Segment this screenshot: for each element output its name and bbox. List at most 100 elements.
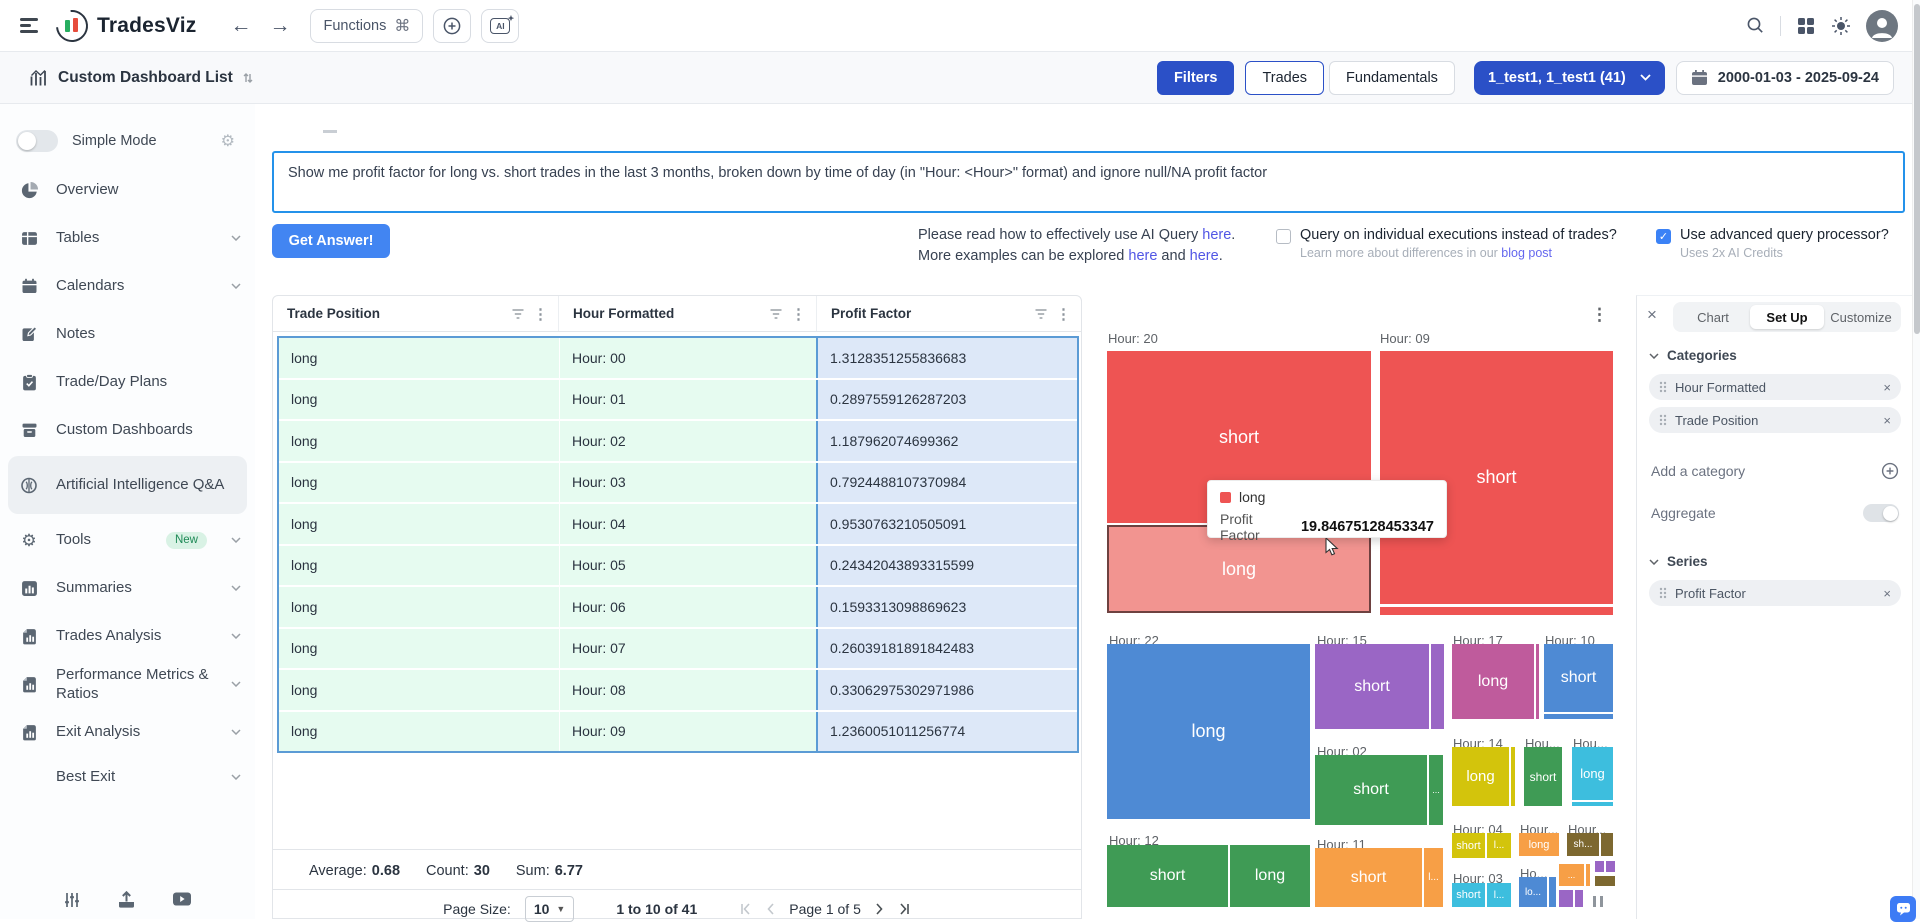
treemap-tile[interactable]: [1549, 877, 1556, 907]
cell-hour-formatted[interactable]: Hour: 03: [560, 462, 816, 502]
treemap-tile[interactable]: [1600, 896, 1603, 907]
drag-handle-icon[interactable]: [1659, 414, 1667, 426]
treemap-tile[interactable]: [1593, 896, 1596, 907]
series-pill-profit-factor[interactable]: Profit Factor ×: [1649, 580, 1901, 606]
aggregate-toggle[interactable]: [1863, 504, 1899, 522]
sidebar-item-overview[interactable]: Overview: [0, 166, 255, 214]
ai-query-input[interactable]: Show me profit factor for long vs. short…: [272, 151, 1905, 213]
cell-trade-position[interactable]: long: [279, 462, 560, 502]
cell-trade-position[interactable]: long: [279, 379, 560, 419]
search-icon[interactable]: [1746, 16, 1765, 35]
treemap-tile[interactable]: [1606, 861, 1615, 872]
treemap-tile[interactable]: short: [1544, 644, 1613, 712]
cell-profit-factor[interactable]: 1.2360051011256774: [816, 711, 1077, 751]
functions-button[interactable]: Functions ⌘: [310, 8, 424, 43]
treemap-chart[interactable]: long Profit Factor 19.84675128453347 Hour…: [1103, 330, 1618, 915]
examples-link-1[interactable]: here: [1128, 248, 1158, 264]
cell-profit-factor[interactable]: 0.2897559126287203: [816, 379, 1077, 419]
cell-hour-formatted[interactable]: Hour: 01: [560, 379, 816, 419]
sidebar-item-ai-qa[interactable]: Artificial Intelligence Q&A: [8, 456, 247, 514]
treemap-tile[interactable]: short: [1452, 833, 1485, 858]
back-arrow-icon[interactable]: ←: [230, 14, 252, 37]
sliders-icon[interactable]: [63, 891, 81, 909]
executions-checkbox[interactable]: [1276, 229, 1291, 244]
column-menu-kebab-icon[interactable]: ⋮: [1056, 305, 1071, 323]
apps-grid-icon[interactable]: [1796, 16, 1816, 36]
ai-chat-button[interactable]: AI ✦: [481, 8, 520, 43]
treemap-tile[interactable]: [1559, 890, 1573, 907]
treemap-tile[interactable]: ...: [1559, 864, 1584, 886]
filter-funnel-icon[interactable]: [511, 308, 525, 320]
table-row[interactable]: long Hour: 00 1.3128351255836683: [279, 338, 1077, 378]
advanced-query-checkbox[interactable]: ✓: [1656, 229, 1671, 244]
table-row[interactable]: long Hour: 01 0.2897559126287203: [279, 379, 1077, 419]
chart-menu-kebab-icon[interactable]: ⋮: [1591, 305, 1608, 324]
upload-icon[interactable]: [117, 891, 136, 909]
cell-trade-position[interactable]: long: [279, 338, 560, 378]
panel-tab-set-up[interactable]: Set Up: [1750, 305, 1824, 329]
treemap-tile[interactable]: l...: [1487, 833, 1511, 858]
treemap-tile[interactable]: short: [1315, 848, 1422, 907]
treemap-tile[interactable]: [1536, 644, 1539, 719]
cell-profit-factor[interactable]: 1.187962074699362: [816, 421, 1077, 461]
sidebar-item-notes[interactable]: Notes: [0, 310, 255, 358]
cell-profit-factor[interactable]: 0.9530763210505091: [816, 504, 1077, 544]
cell-hour-formatted[interactable]: Hour: 00: [560, 338, 816, 378]
treemap-tile[interactable]: long: [1452, 747, 1509, 806]
page-scrollbar[interactable]: [1912, 0, 1920, 919]
treemap-tile[interactable]: ...: [1429, 755, 1443, 825]
filter-funnel-icon[interactable]: [769, 308, 783, 320]
date-range-picker[interactable]: 2000-01-03 - 2025-09-24: [1675, 60, 1894, 95]
treemap-tile[interactable]: [1586, 864, 1590, 886]
column-menu-kebab-icon[interactable]: ⋮: [533, 305, 548, 323]
remove-icon[interactable]: ×: [1883, 379, 1891, 395]
sidebar-item-calendars[interactable]: Calendars: [0, 262, 255, 310]
remove-icon[interactable]: ×: [1883, 585, 1891, 601]
treemap-tile[interactable]: [1572, 802, 1613, 806]
cell-profit-factor[interactable]: 1.3128351255836683: [816, 338, 1077, 378]
table-row[interactable]: long Hour: 05 0.24342043893315599: [279, 545, 1077, 585]
drag-handle-icon[interactable]: [1659, 587, 1667, 599]
treemap-tile[interactable]: short: [1315, 755, 1427, 825]
cell-hour-formatted[interactable]: Hour: 04: [560, 504, 816, 544]
sidebar-item-exit-analysis[interactable]: Exit Analysis: [0, 708, 255, 756]
table-row[interactable]: long Hour: 08 0.33062975302971986: [279, 670, 1077, 710]
category-pill-trade-position[interactable]: Trade Position ×: [1649, 407, 1901, 433]
sidebar-item-tools[interactable]: ⚙ Tools New: [0, 516, 255, 564]
first-page-button[interactable]: [739, 902, 752, 915]
filter-funnel-icon[interactable]: [1034, 308, 1048, 320]
youtube-icon[interactable]: [172, 891, 192, 909]
prev-page-button[interactable]: [766, 902, 775, 915]
sort-swap-icon[interactable]: [242, 71, 254, 85]
table-row[interactable]: long Hour: 09 1.2360051011256774: [279, 711, 1077, 751]
cell-profit-factor[interactable]: 0.26039181891842483: [816, 628, 1077, 668]
sidebar-gear-icon[interactable]: ⚙: [220, 133, 235, 150]
treemap-tile[interactable]: [1595, 876, 1615, 886]
panel-tab-chart[interactable]: Chart: [1697, 309, 1729, 325]
treemap-tile[interactable]: lo...: [1519, 877, 1547, 907]
table-row[interactable]: long Hour: 06 0.1593313098869623: [279, 587, 1077, 627]
forward-arrow-icon[interactable]: →: [269, 14, 291, 37]
treemap-tile[interactable]: l...: [1424, 848, 1443, 907]
examples-link-2[interactable]: here: [1189, 248, 1219, 264]
cell-hour-formatted[interactable]: Hour: 06: [560, 587, 816, 627]
cell-trade-position[interactable]: long: [279, 670, 560, 710]
treemap-tile[interactable]: [1380, 607, 1613, 615]
sidebar-item-summaries[interactable]: Summaries: [0, 564, 255, 612]
drag-handle-icon[interactable]: [1659, 381, 1667, 393]
cell-hour-formatted[interactable]: Hour: 07: [560, 628, 816, 668]
cell-hour-formatted[interactable]: Hour: 09: [560, 711, 816, 751]
cell-trade-position[interactable]: long: [279, 504, 560, 544]
treemap-tile[interactable]: long: [1107, 644, 1310, 819]
treemap-tile[interactable]: [1511, 747, 1515, 806]
tab-fundamentals[interactable]: Fundamentals: [1329, 60, 1455, 95]
treemap-tile[interactable]: short: [1524, 747, 1562, 806]
cell-profit-factor[interactable]: 0.33062975302971986: [816, 670, 1077, 710]
add-button[interactable]: [433, 8, 472, 43]
cell-profit-factor[interactable]: 0.24342043893315599: [816, 545, 1077, 585]
blog-post-link[interactable]: blog post: [1501, 246, 1553, 260]
get-answer-button[interactable]: Get Answer!: [272, 224, 390, 258]
treemap-tile[interactable]: [1601, 833, 1613, 856]
treemap-tile[interactable]: [1575, 890, 1583, 907]
help-link-here[interactable]: here: [1202, 227, 1232, 243]
